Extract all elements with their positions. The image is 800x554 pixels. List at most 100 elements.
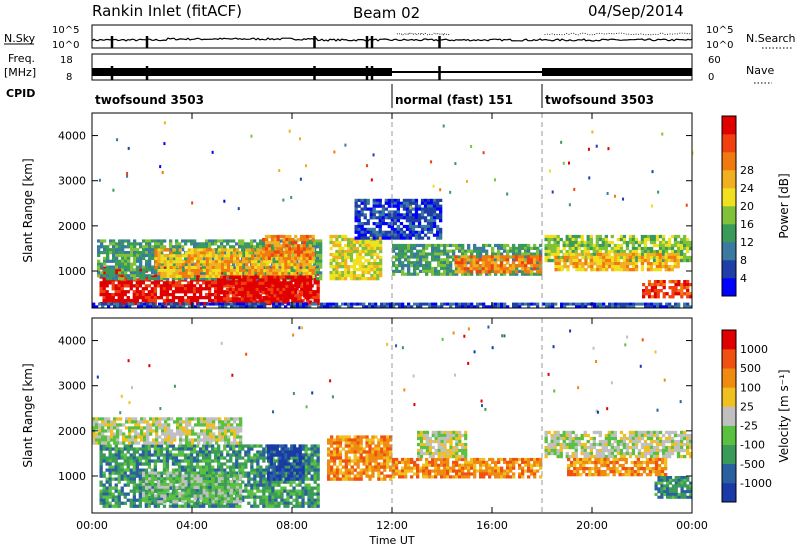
data-region-8 — [567, 457, 668, 477]
colorbar-tick-4: 20 — [740, 200, 754, 213]
freq-label-line2: [MHz] — [4, 66, 36, 79]
data-region-1 — [92, 417, 243, 445]
x-tick-label-1: 04:00 — [176, 519, 208, 532]
colorbar-swatch-3 — [722, 224, 736, 243]
colorbar-tick-6: 28 — [740, 164, 754, 177]
data-region-7 — [544, 430, 693, 459]
nave-tick-high: 60 — [708, 55, 721, 66]
nave-tick-low: 0 — [708, 72, 714, 83]
data-region-2 — [142, 471, 243, 504]
freq-band-2 — [392, 71, 542, 73]
y-tick-label-1: 2000 — [58, 425, 86, 438]
x-tick-label-0: 00:00 — [76, 519, 108, 532]
data-region-9 — [554, 252, 680, 272]
noise-tick-left-low: 10^0 — [52, 40, 79, 51]
x-tick-label-3: 12:00 — [376, 519, 408, 532]
data-region-11 — [354, 198, 443, 240]
x-tick-label-6: 00:00 — [676, 519, 708, 532]
data-region-4 — [262, 234, 315, 260]
x-tick-label-4: 16:00 — [476, 519, 508, 532]
colorbar-swatch-7 — [722, 349, 736, 369]
colorbar-tick-0: 1000 — [740, 343, 768, 356]
data-region-5 — [392, 457, 543, 479]
nsky-label: N.Sky — [4, 32, 36, 45]
data-region-12 — [92, 302, 693, 309]
nave-label: Nave — [746, 64, 774, 77]
noise-search-trace — [396, 32, 693, 36]
colorbar-swatch-6 — [722, 368, 736, 388]
data-region-9 — [654, 476, 693, 499]
noise-tick-right-low: 10^0 — [706, 40, 733, 51]
colorbar-swatch-5 — [722, 387, 736, 407]
x-tick-label-2: 08:00 — [276, 519, 308, 532]
scatter-points — [96, 325, 682, 415]
colorbar-swatch-2 — [722, 444, 736, 465]
noise-panel-frame — [91, 24, 693, 49]
freq-panel-frame — [91, 53, 693, 81]
freq-band-3 — [542, 68, 692, 76]
y-tick-label-0: 1000 — [58, 470, 86, 483]
x-tick-label-5: 20:00 — [576, 519, 608, 532]
colorbar-swatch-1 — [722, 463, 736, 484]
freq-bars — [92, 36, 692, 80]
y-axis-label: Slant Range [km] — [21, 158, 35, 262]
colorbar-tick-1: 8 — [740, 254, 747, 267]
colorbar-frame — [721, 115, 737, 297]
y-tick-label-0: 1000 — [58, 265, 86, 278]
freq-tick-low: 8 — [66, 72, 72, 83]
colorbar-tick-4: -25 — [740, 420, 758, 433]
date-title: 04/Sep/2014 — [588, 2, 684, 20]
y-tick-label-3: 4000 — [58, 335, 86, 348]
y-tick-label-2: 3000 — [58, 175, 86, 188]
colorbar-tick-7: -1000 — [740, 477, 772, 490]
colorbar-swatch-2 — [722, 242, 736, 261]
nsearch-label: N.Search — [746, 32, 796, 45]
y-axis-label: Slant Range [km] — [21, 363, 35, 467]
freq-label-line1: Freq. — [8, 52, 35, 65]
colorbar-label: Power [dB] — [777, 173, 791, 238]
colorbar-swatch-9 — [722, 116, 736, 135]
colorbar-swatch-8 — [722, 330, 736, 350]
colorbar-swatch-0 — [722, 278, 736, 297]
cpid-row: twofsound 3503 normal (fast) 151 twofsound… — [95, 84, 654, 108]
colorbar-tick-6: -500 — [740, 458, 765, 471]
colorbar-swatch-7 — [722, 152, 736, 171]
x-axis-label: Time UT — [368, 534, 414, 547]
colorbar-tick-2: 100 — [740, 381, 761, 394]
data-region-3 — [217, 275, 313, 304]
data-region-3 — [267, 444, 305, 481]
cpid-label: CPID — [6, 87, 35, 100]
noise-tick-left-high: 10^5 — [52, 25, 79, 36]
colorbar-swatch-0 — [722, 482, 736, 503]
data-region-10 — [642, 280, 693, 299]
noise-tick-right-high: 10^5 — [706, 25, 733, 36]
scatter-points — [98, 121, 694, 211]
colorbar-swatch-1 — [722, 260, 736, 279]
y-tick-label-3: 4000 — [58, 130, 86, 143]
y-tick-label-1: 2000 — [58, 220, 86, 233]
colorbar-label: Velocity [m s⁻¹] — [777, 369, 791, 462]
y-tick-label-2: 3000 — [58, 380, 86, 393]
colorbar-tick-5: 24 — [740, 182, 754, 195]
data-region-4 — [327, 435, 393, 481]
freq-tick-high: 18 — [60, 55, 73, 66]
colorbar-frame — [721, 329, 737, 503]
cpid-segment-label-2: twofsound 3503 — [545, 93, 654, 107]
colorbar-tick-5: -100 — [740, 439, 765, 452]
freq-band-1 — [92, 68, 392, 76]
colorbar-swatch-4 — [722, 406, 736, 426]
colorbar-swatch-8 — [722, 134, 736, 153]
data-region-5 — [329, 234, 383, 281]
noise-sky-trace — [91, 37, 693, 42]
data-region-7 — [454, 255, 543, 274]
colorbar-tick-1: 500 — [740, 362, 761, 375]
cpid-segment-label-1: normal (fast) 151 — [395, 93, 513, 107]
station-title: Rankin Inlet (fitACF) — [92, 2, 242, 20]
colorbar-tick-3: 16 — [740, 218, 754, 231]
beam-title: Beam 02 — [353, 4, 420, 22]
colorbar-tick-2: 12 — [740, 236, 754, 249]
cpid-segment-label-0: twofsound 3503 — [95, 93, 204, 107]
data-region-6 — [417, 430, 468, 459]
colorbar-tick-3: 25 — [740, 400, 754, 413]
